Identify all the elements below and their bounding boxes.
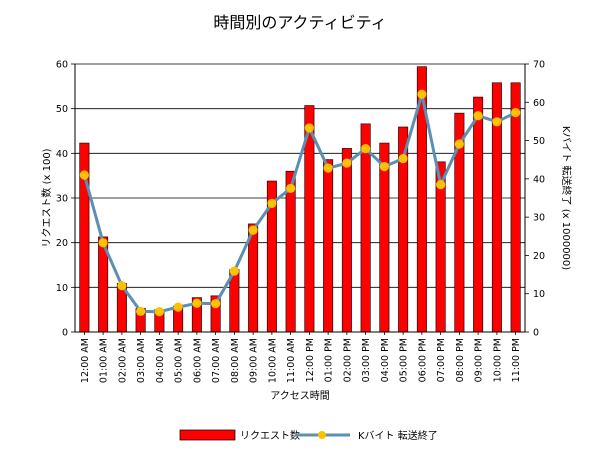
x-tick-label: 09:00 AM: [249, 338, 260, 383]
line-point: [361, 144, 371, 154]
line-point: [473, 111, 483, 121]
line-point: [417, 89, 427, 99]
x-tick-label: 06:00 PM: [417, 338, 428, 382]
series-line: [82, 92, 517, 314]
right-tick-label: 30: [533, 213, 545, 224]
line-point: [117, 281, 127, 291]
bar: [473, 96, 484, 333]
y-axis-right-label: Kバイト 転送終了 (x 1000000): [560, 126, 573, 270]
left-tick-labels: 0 10 20 30 40 50 60: [56, 60, 75, 339]
x-tick-label: 04:00 AM: [155, 338, 166, 383]
legend: リクエスト数 Kバイト 転送終了: [179, 429, 438, 442]
line-point: [492, 117, 502, 127]
legend-marker-kbytes: [318, 431, 326, 439]
left-tick-label: 10: [56, 283, 68, 294]
right-tick-label: 40: [533, 174, 545, 185]
line-point: [379, 162, 389, 172]
x-tick-label: 07:00 PM: [436, 338, 447, 382]
right-tick-label: 0: [533, 328, 539, 339]
x-tick-label: 11:00 AM: [286, 338, 297, 383]
right-tick-label: 50: [533, 136, 545, 147]
x-tick-label: 02:00 PM: [342, 338, 353, 382]
bar: [323, 159, 334, 333]
x-tick-label: 09:00 PM: [474, 338, 485, 382]
x-tick-label: 03:00 AM: [136, 338, 147, 383]
line-point: [286, 183, 296, 194]
gridlines: [75, 63, 525, 288]
x-tick-label: 10:00 PM: [492, 338, 503, 382]
right-tick-label: 20: [533, 251, 545, 262]
line-point: [323, 163, 333, 173]
x-tick-label: 08:00 AM: [230, 338, 241, 383]
line-point: [211, 299, 221, 309]
left-tick-label: 30: [56, 194, 68, 205]
legend-swatch-requests: [179, 429, 236, 441]
x-tick-label: 08:00 PM: [455, 338, 466, 382]
line-point: [192, 298, 202, 308]
line-point: [79, 170, 89, 180]
bar: [379, 142, 390, 333]
bar: [360, 123, 371, 333]
line-point: [267, 198, 277, 208]
line-point: [173, 302, 183, 312]
bar: [510, 82, 521, 333]
x-tick-label: 06:00 AM: [192, 338, 203, 383]
right-tick-label: 70: [533, 60, 545, 71]
x-tick-label: 12:00 AM: [80, 338, 91, 383]
right-tick-labels: 0 10 20 30 40 50 60 70: [525, 60, 545, 339]
x-tick-label: 05:00 AM: [174, 338, 185, 383]
line-point: [154, 307, 164, 317]
left-tick-label: 0: [62, 328, 68, 339]
legend-label-requests: リクエスト数: [240, 429, 300, 442]
right-tick-label: 60: [533, 98, 545, 109]
left-tick-label: 40: [56, 149, 68, 160]
line-point: [98, 238, 108, 248]
line-point: [436, 180, 446, 190]
bar: [285, 170, 296, 333]
x-tick-label: 07:00 AM: [211, 338, 222, 383]
y-axis-left-label: リクエスト数 (x 100): [40, 148, 53, 247]
left-tick-label: 60: [56, 60, 68, 71]
x-axis-label: アクセス時間: [270, 390, 330, 402]
bars: [79, 66, 521, 333]
bar: [341, 148, 352, 333]
x-tick-label: 01:00 PM: [324, 338, 335, 382]
right-tick-label: 10: [533, 289, 545, 300]
left-tick-label: 50: [56, 104, 68, 115]
chart-title: 時間別のアクティビティ: [213, 13, 386, 32]
left-tick-label: 20: [56, 238, 68, 249]
line-point: [454, 139, 464, 149]
legend-label-kbytes: Kバイト 転送終了: [358, 429, 438, 442]
line-series: [79, 89, 521, 317]
line-point: [229, 266, 239, 276]
line-point: [136, 306, 146, 316]
x-tick-label: 11:00 PM: [511, 338, 522, 382]
line-point: [398, 153, 408, 164]
x-tick-label: 04:00 PM: [380, 338, 391, 382]
line-point: [511, 108, 521, 118]
x-tick-label: 12:00 PM: [305, 338, 316, 382]
x-tick-label: 03:00 PM: [361, 338, 372, 382]
line-point: [342, 158, 352, 168]
x-tick-labels: 12:00 AM 01:00 AM 02:00 AM 03:00 AM 04:00 AM…: [80, 332, 522, 383]
x-tick-label: 05:00 PM: [399, 338, 410, 382]
x-tick-label: 10:00 AM: [267, 338, 278, 383]
x-tick-label: 01:00 AM: [99, 338, 110, 383]
line-point: [304, 123, 314, 133]
x-tick-label: 02:00 AM: [117, 338, 128, 383]
line-point: [248, 225, 258, 235]
